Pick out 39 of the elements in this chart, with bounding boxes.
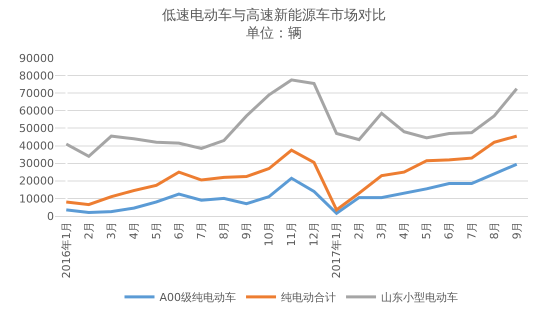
x-tick-label: 4月 [127,221,140,240]
y-tick-label: 10000 [19,192,54,206]
y-tick-label: 30000 [19,157,54,170]
x-tick-label: 6月 [442,221,456,240]
x-tick-label: 10月 [262,221,276,246]
x-tick-label: 12月 [308,221,321,246]
line-series [64,162,518,215]
chart-subtitle: 单位：辆 [246,26,302,42]
x-tick-label: 2月 [352,221,366,240]
x-tick-label: 2016年1月 [60,221,73,278]
x-tick-label: 8月 [218,221,231,240]
y-tick-label: 50000 [19,122,54,136]
y-tick-label: 80000 [19,69,54,82]
x-tick-label: 3月 [104,221,118,240]
line-series [64,134,518,212]
x-tick-label: 3月 [375,221,388,240]
y-tick-label: 60000 [19,104,54,118]
x-tick-label: 5月 [150,221,163,240]
legend-label: 纯电动合计 [281,291,336,304]
x-tick-label: 7月 [465,221,478,240]
chart-title: 低速电动车与高速新能源车市场对比 [162,7,386,24]
legend-label: 山东小型电动车 [381,291,458,304]
y-tick-label: 0 [47,210,54,223]
y-tick-label: 70000 [19,86,54,100]
line-series [64,78,518,158]
x-tick-label: 4月 [398,221,411,240]
y-tick-label: 40000 [19,140,54,153]
x-tick-label: 9月 [510,221,524,240]
y-tick-label: 90000 [19,52,54,65]
legend-label: A00级纯电动车 [160,291,236,304]
x-tick-label: 9月 [240,221,254,240]
y-tick-label: 20000 [19,174,54,188]
x-tick-label: 5月 [420,221,434,240]
x-tick-label: 7月 [194,221,208,240]
x-tick-label: 2017年1月 [330,221,344,278]
x-tick-label: 11月 [285,221,298,246]
x-tick-label: 8月 [488,221,501,240]
x-tick-label: 6月 [172,221,186,240]
x-tick-label: 2月 [82,221,96,240]
